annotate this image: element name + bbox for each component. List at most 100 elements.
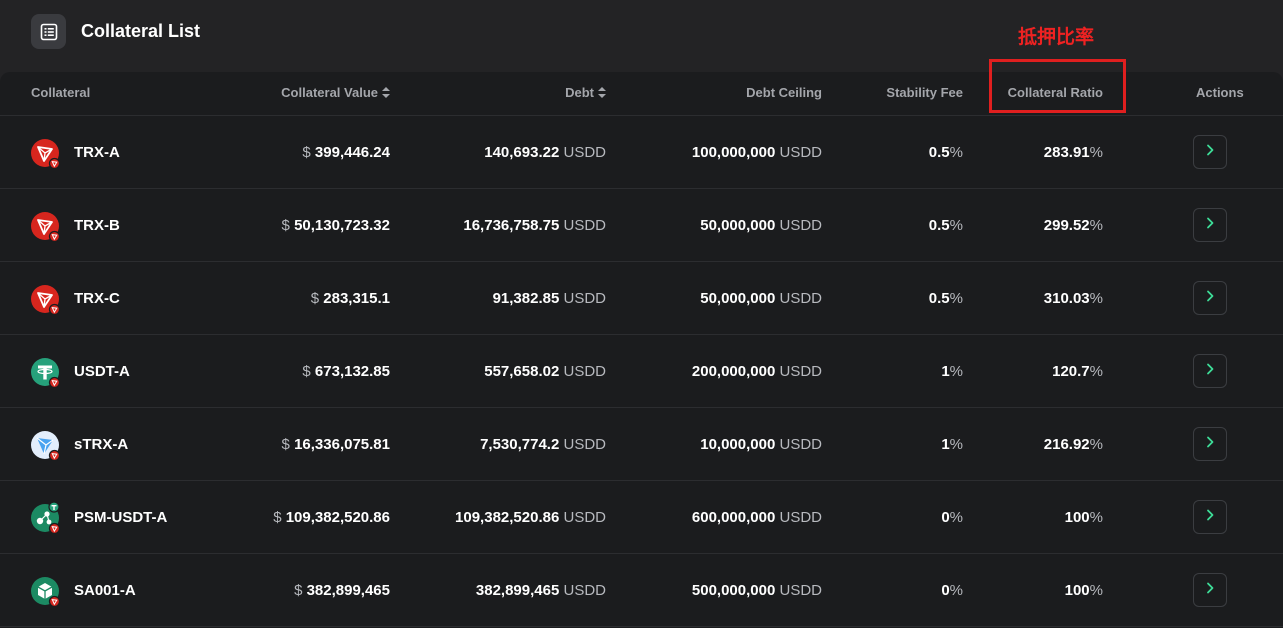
percent-sign: % [949, 144, 963, 161]
column-header-actions: Actions [1196, 85, 1244, 100]
chevron-right-icon [1205, 143, 1215, 161]
debt-unit: USDD [563, 217, 606, 234]
open-vault-button[interactable] [1193, 281, 1227, 315]
column-header-label: Collateral Value [281, 85, 378, 100]
stability-fee: 0.5% [929, 290, 963, 307]
percent-sign: % [1089, 217, 1103, 234]
collateral-value-amount: 382,899,465 [306, 582, 390, 599]
stability-fee: 0% [941, 582, 963, 599]
debt-amount: 7,530,774.2 [480, 436, 560, 453]
stability-fee-value: 1 [941, 363, 950, 380]
chevron-right-icon [1205, 362, 1215, 380]
stability-fee: 0% [941, 509, 963, 526]
table-row: TRX-A $ 399,446.24 140,693.22 USDD 100,0… [0, 116, 1283, 189]
debt: 91,382.85 USDD [493, 290, 606, 307]
open-vault-button[interactable] [1193, 573, 1227, 607]
collateral-value: $ 673,132.85 [302, 363, 390, 380]
stability-fee-value: 0 [941, 582, 950, 599]
collateral-ratio-value: 216.92 [1043, 436, 1090, 453]
sort-icon[interactable] [598, 86, 606, 101]
debt-ceiling-amount: 600,000,000 [691, 509, 776, 526]
debt-ceiling-unit: USDD [779, 144, 822, 161]
debt-unit: USDD [563, 363, 606, 380]
annotation-label: 抵押比率 [1018, 26, 1095, 48]
debt-ceiling-amount: 10,000,000 [700, 436, 776, 453]
trx-icon [30, 211, 61, 243]
collateral-ratio-value: 120.7 [1052, 363, 1090, 380]
collateral-ratio: 283.91% [1044, 144, 1103, 161]
currency-symbol: $ [302, 363, 311, 380]
open-vault-button[interactable] [1193, 427, 1227, 461]
chevron-right-icon [1205, 289, 1215, 307]
debt-ceiling-unit: USDD [779, 582, 822, 599]
currency-symbol: $ [294, 582, 303, 599]
collateral-ratio-value: 310.03 [1043, 290, 1090, 307]
debt-amount: 140,693.22 [484, 144, 560, 161]
collateral-name: sTRX-A [74, 436, 129, 453]
currency-symbol: $ [273, 509, 282, 526]
stability-fee-value: 1 [941, 436, 950, 453]
debt-amount: 16,736,758.75 [463, 217, 560, 234]
header: Collateral List [0, 0, 1283, 72]
collateral-ratio-value: 299.52 [1043, 217, 1090, 234]
percent-sign: % [1089, 436, 1103, 453]
open-vault-button[interactable] [1193, 500, 1227, 534]
strx-icon [30, 430, 61, 462]
debt: 382,899,465 USDD [476, 582, 606, 599]
debt-ceiling-unit: USDD [779, 509, 822, 526]
collateral-name: TRX-A [74, 144, 120, 161]
sort-icon[interactable] [382, 86, 390, 101]
column-header-collateral: Collateral [31, 85, 91, 100]
debt-ceiling: 10,000,000 USDD [700, 436, 822, 453]
stability-fee-value: 0.5 [928, 290, 950, 307]
debt-unit: USDD [563, 290, 606, 307]
annotation-highlight-box [989, 59, 1126, 113]
debt-ceiling-amount: 100,000,000 [691, 144, 776, 161]
stability-fee: 1% [941, 436, 963, 453]
collateral-name: PSM-USDT-A [74, 509, 168, 526]
debt-ceiling-unit: USDD [779, 290, 822, 307]
table-row: sTRX-A $ 16,336,075.81 7,530,774.2 USDD … [0, 408, 1283, 481]
trx-icon [30, 284, 61, 316]
sa001-icon [30, 576, 61, 608]
debt: 109,382,520.86 USDD [455, 509, 606, 526]
list-icon [31, 14, 66, 49]
stability-fee: 0.5% [929, 217, 963, 234]
collateral-value-amount: 399,446.24 [314, 144, 390, 161]
debt-ceiling: 50,000,000 USDD [700, 290, 822, 307]
column-header-collateral-value[interactable]: Collateral Value [281, 85, 390, 101]
chevron-right-icon [1205, 216, 1215, 234]
open-vault-button[interactable] [1193, 208, 1227, 242]
collateral-name: TRX-C [74, 290, 120, 307]
stability-fee-value: 0.5 [928, 144, 950, 161]
debt: 140,693.22 USDD [484, 144, 606, 161]
collateral-value: $ 109,382,520.86 [273, 509, 390, 526]
collateral-name: SA001-A [74, 582, 136, 599]
collateral-value-amount: 16,336,075.81 [294, 436, 390, 453]
collateral-value: $ 283,315.1 [311, 290, 390, 307]
collateral-ratio: 310.03% [1044, 290, 1103, 307]
currency-symbol: $ [281, 217, 290, 234]
collateral-ratio-value: 283.91 [1043, 144, 1090, 161]
debt: 557,658.02 USDD [484, 363, 606, 380]
column-header-debt[interactable]: Debt [565, 85, 606, 101]
stability-fee: 0.5% [929, 144, 963, 161]
column-header-label: Debt [565, 85, 594, 100]
debt-ceiling-unit: USDD [779, 363, 822, 380]
collateral-ratio: 299.52% [1044, 217, 1103, 234]
collateral-value: $ 50,130,723.32 [282, 217, 390, 234]
percent-sign: % [1089, 582, 1103, 599]
stability-fee-value: 0.5 [928, 217, 950, 234]
collateral-table: Collateral Collateral Value Debt Debt Ce… [0, 72, 1283, 628]
debt-amount: 382,899,465 [475, 582, 560, 599]
open-vault-button[interactable] [1193, 354, 1227, 388]
percent-sign: % [1089, 290, 1103, 307]
collateral-ratio: 100% [1065, 582, 1103, 599]
collateral-value-amount: 109,382,520.86 [285, 509, 390, 526]
open-vault-button[interactable] [1193, 135, 1227, 169]
collateral-name: USDT-A [74, 363, 130, 380]
currency-symbol: $ [302, 144, 311, 161]
stability-fee: 1% [941, 363, 963, 380]
currency-symbol: $ [281, 436, 290, 453]
usdt-icon [30, 357, 61, 389]
